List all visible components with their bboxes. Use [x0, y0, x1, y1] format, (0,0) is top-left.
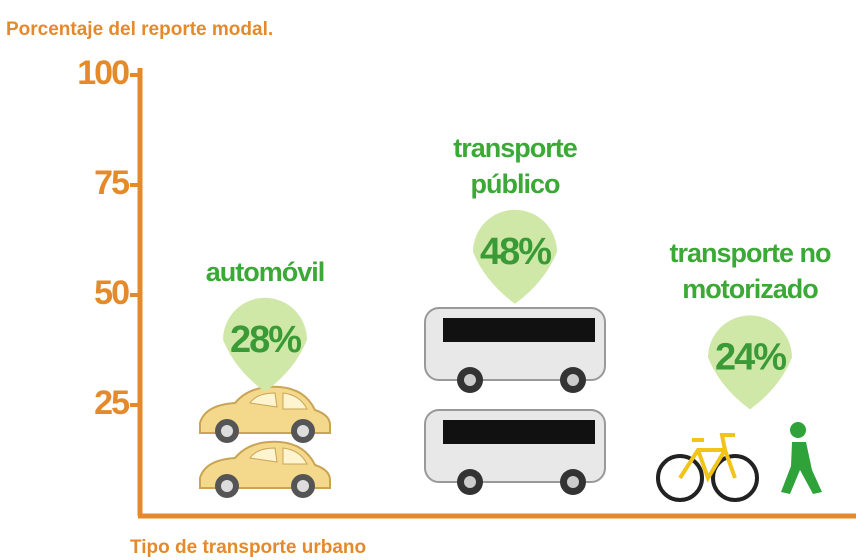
value-label: 28% — [230, 319, 301, 361]
x-axis-title: Tipo de transporte urbano — [130, 537, 366, 558]
bicycle-icon — [658, 435, 757, 500]
y-tick-label: 75 — [94, 164, 129, 202]
y-tick-label: 25 — [94, 384, 129, 422]
car-icon — [200, 387, 330, 443]
bus-icon — [425, 308, 605, 393]
category-label: transporte no motorizado — [645, 235, 855, 307]
bus-icon — [425, 410, 605, 495]
car-icon — [200, 442, 330, 498]
y-axis-title: Porcentaje del reporte modal. — [6, 19, 273, 40]
pedestrian-icon — [781, 422, 822, 494]
y-tick-label: 100 — [77, 54, 129, 92]
page: Porcentaje del reporte modal. Tipo de tr… — [0, 0, 856, 560]
category-label: automóvil — [160, 254, 370, 290]
value-label: 24% — [715, 336, 786, 378]
value-label: 48% — [480, 231, 551, 273]
category-label: transporte público — [410, 130, 620, 202]
y-tick-label: 50 — [94, 274, 129, 312]
